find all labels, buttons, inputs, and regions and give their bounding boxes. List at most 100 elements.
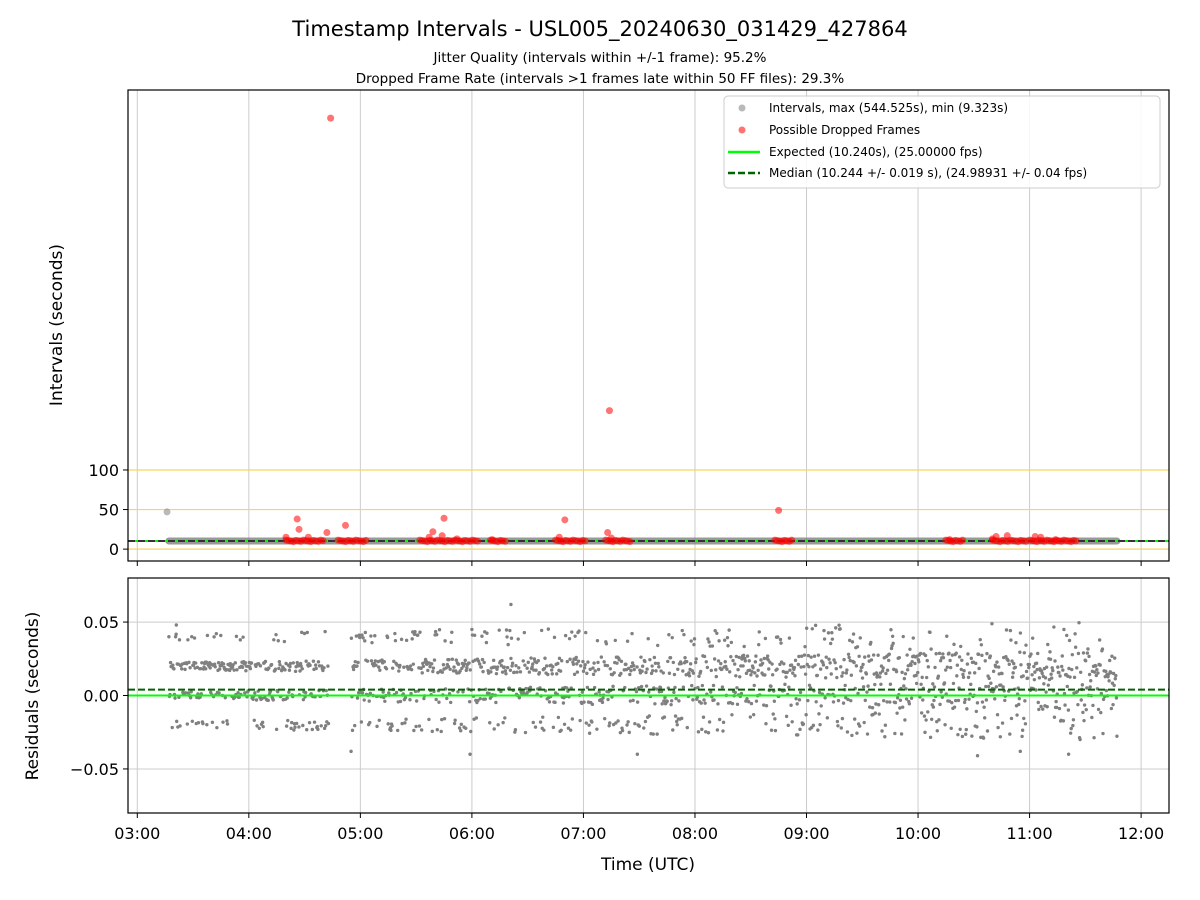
residual-point [180,667,184,671]
residual-point [359,720,364,724]
residual-point [360,691,365,695]
residual-point [1065,633,1069,638]
residual-point [913,661,917,666]
residual-point [567,636,572,641]
residual-point [1060,654,1064,658]
residual-point [731,658,735,663]
residual-point [961,675,966,680]
residual-point [734,654,739,659]
residual-point [483,697,487,701]
residual-point [672,690,676,695]
residual-point [706,731,711,735]
residual-point [807,664,811,669]
residual-point [643,719,648,724]
residual-point [541,715,545,719]
residual-point [909,663,913,667]
residual-point [839,665,843,669]
residual-point [591,666,595,670]
residual-point [591,672,596,677]
residual-point [293,669,298,674]
residual-point [759,658,763,662]
residual-point [941,652,945,656]
residual-point [819,704,823,708]
residual-point [839,726,843,730]
residual-point [528,685,533,690]
residual-point [323,724,328,728]
intervals-axes-frame [127,89,1170,562]
residual-point [660,702,664,706]
residual-point [619,671,623,676]
residual-point [604,642,609,646]
residual-point [1099,691,1104,696]
residual-point [672,672,677,677]
residual-point [953,698,958,703]
residual-point [421,664,426,669]
residual-point [213,665,217,669]
residual-point [786,723,790,728]
residual-point [635,752,640,756]
residual-point [921,698,925,702]
residual-point [748,715,753,719]
legend-median-label: Median (10.244 +/- 0.019 s), (24.98931 +… [769,166,1087,180]
residual-point [954,651,958,655]
residual-point [441,663,446,667]
residual-point [783,682,787,687]
residual-point [765,654,770,658]
residual-point [898,698,903,702]
residual-point [191,663,196,667]
residual-point [225,722,230,726]
residual-point [349,749,353,754]
residual-point [531,720,535,725]
residual-point [836,698,841,703]
residual-point [852,717,857,721]
residual-point [784,675,788,679]
residual-point [837,623,841,627]
residual-point [767,667,771,671]
residual-point [580,690,585,694]
residual-point [869,658,874,662]
residual-point [651,732,655,736]
residual-point [1085,651,1090,655]
residual-point [1113,656,1117,660]
residual-point [877,712,881,716]
residual-point [644,684,649,688]
residual-point [322,726,327,731]
residual-point [1086,647,1090,651]
residual-point [788,668,792,672]
residual-point [390,724,394,728]
residual-point [841,671,845,675]
residual-point [183,691,188,695]
dropped-frame-point [323,529,331,537]
residual-point [395,728,400,733]
residual-point [183,667,187,672]
residual-point [685,659,689,664]
residual-point [885,668,890,672]
residual-point [205,633,210,638]
residual-point [175,719,179,724]
residual-point [240,665,245,670]
residual-point [911,636,915,640]
residual-point [585,685,590,690]
residual-point [468,668,472,672]
residual-point [431,666,436,670]
residual-point [313,663,318,667]
residual-point [1060,664,1064,669]
residual-point [880,669,885,673]
residual-point [755,674,759,678]
residual-point [962,700,967,705]
residual-point [581,659,585,664]
residual-point [691,671,696,675]
residual-point [961,672,965,677]
residuals-y-tick-label: 0.00 [83,687,119,706]
residual-point [173,696,177,700]
residual-point [757,630,761,634]
residual-point [367,699,371,703]
residual-point [1061,668,1065,672]
residuals-x-tick-label: 12:00 [1118,824,1164,843]
residual-point [238,638,243,642]
dropped-frame-point [440,514,448,522]
residual-point [1076,651,1081,656]
residual-point [375,724,379,729]
residuals-x-tick-label: 03:00 [114,824,160,843]
residual-point [994,685,999,689]
